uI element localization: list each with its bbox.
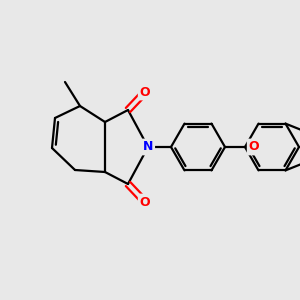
Text: N: N: [143, 140, 153, 154]
Text: O: O: [140, 85, 150, 98]
Text: O: O: [249, 140, 259, 154]
Text: O: O: [140, 196, 150, 208]
